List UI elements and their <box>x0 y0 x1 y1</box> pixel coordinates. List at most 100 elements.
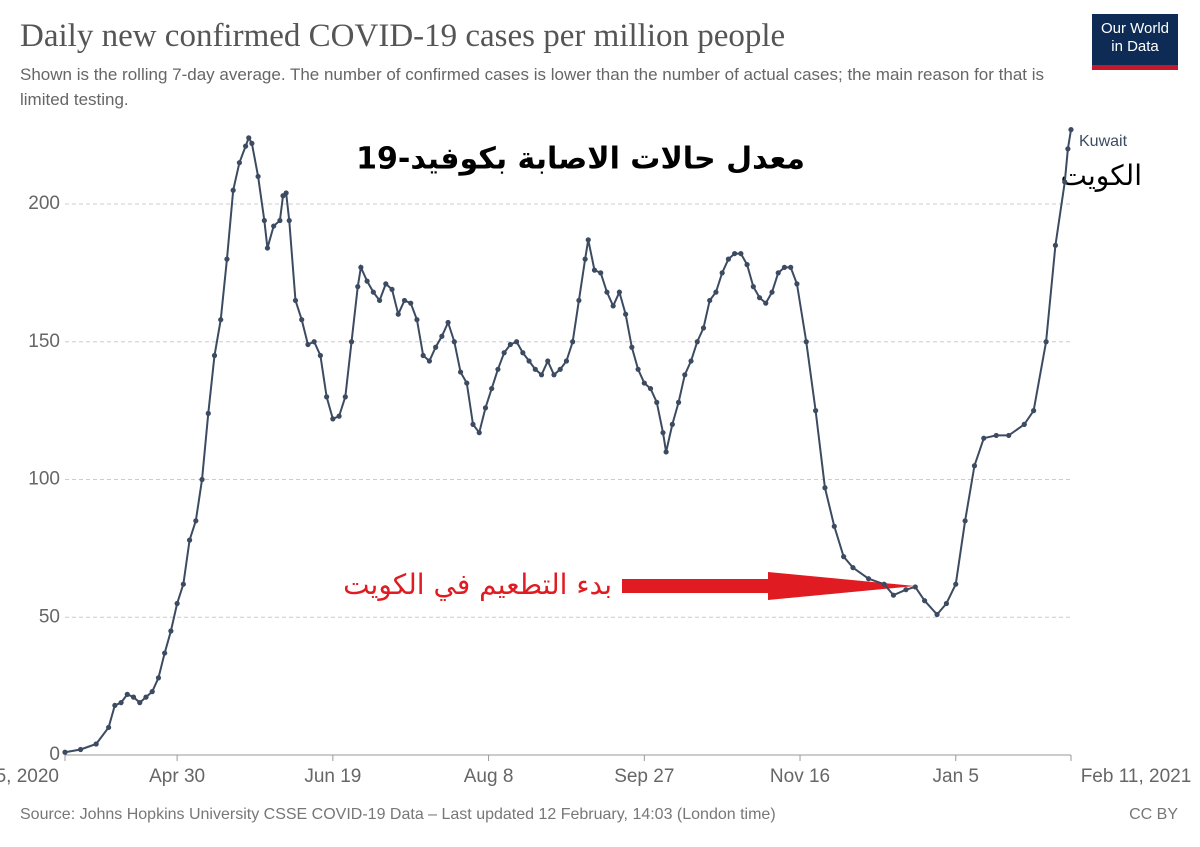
data-point <box>414 317 420 323</box>
series-line <box>64 129 1072 754</box>
x-tick-label: Mar 25, 2020 <box>0 766 59 787</box>
data-point <box>551 372 557 378</box>
data-point <box>376 297 383 304</box>
data-point <box>582 256 588 262</box>
chart-title: Daily new confirmed COVID-19 cases per m… <box>20 18 786 54</box>
data-point <box>482 405 489 411</box>
license: CC BY <box>1129 806 1178 823</box>
data-point <box>1062 179 1068 185</box>
data-point <box>822 485 828 491</box>
data-point <box>971 463 978 469</box>
data-point <box>769 289 775 295</box>
data-point <box>725 256 731 262</box>
data-point <box>389 286 395 293</box>
annotation: الكويت <box>1060 159 1142 192</box>
data-point <box>445 319 451 326</box>
data-point <box>629 344 635 350</box>
logo: Our World in Data <box>1092 14 1178 70</box>
data-point <box>788 264 794 270</box>
data-point <box>576 297 582 304</box>
data-point <box>675 399 682 405</box>
data-point <box>106 724 112 731</box>
data-point <box>311 339 317 345</box>
data-point <box>545 358 551 364</box>
data-point <box>277 217 283 224</box>
data-point <box>62 749 68 755</box>
data-point <box>305 341 311 348</box>
data-point <box>623 311 629 317</box>
data-point <box>831 523 837 529</box>
data-point <box>507 341 513 348</box>
data-point <box>616 289 622 295</box>
y-tick-label: 100 <box>28 469 60 490</box>
data-point <box>591 267 598 273</box>
data-point <box>489 385 495 392</box>
data-point <box>732 250 738 257</box>
data-point <box>563 358 570 364</box>
data-point <box>781 264 788 270</box>
data-point <box>324 394 330 400</box>
y-tick-label: 0 <box>49 744 60 765</box>
data-point <box>719 270 725 276</box>
data-point <box>1052 242 1059 248</box>
data-point <box>464 380 470 386</box>
arrow <box>622 572 915 600</box>
data-point <box>355 284 361 290</box>
data-point <box>205 410 211 416</box>
data-point <box>149 689 155 695</box>
data-point <box>211 352 218 359</box>
data-point <box>763 300 769 306</box>
data-point <box>168 628 174 634</box>
y-tick-label: 150 <box>28 331 60 352</box>
data-point <box>635 366 641 372</box>
data-point <box>514 339 520 345</box>
data-point <box>162 650 168 656</box>
data-point <box>330 416 336 422</box>
data-point <box>292 297 299 304</box>
data-point <box>682 372 688 378</box>
data-point <box>538 372 545 378</box>
data-point <box>993 432 999 439</box>
data-point <box>532 366 538 372</box>
data-point <box>264 245 271 251</box>
data-point <box>476 430 482 436</box>
data-point <box>881 581 887 587</box>
x-tick-label: Jan 5 <box>933 766 979 787</box>
annotation: معدل حالات الاصابة بكوفيد-19 <box>356 142 805 177</box>
data-point <box>224 256 230 262</box>
data-point <box>694 339 700 345</box>
data-point <box>433 344 439 350</box>
data-point <box>585 237 591 243</box>
data-point <box>922 598 928 604</box>
data-point <box>383 281 389 287</box>
data-point <box>299 317 305 323</box>
y-tick-label: 50 <box>39 606 60 627</box>
data-point <box>794 281 800 287</box>
x-tick-label: Nov 16 <box>770 766 830 787</box>
data-point <box>1031 408 1037 414</box>
data-point <box>426 358 433 364</box>
data-point <box>903 587 909 593</box>
data-point <box>1021 421 1027 427</box>
data-point <box>249 140 255 146</box>
data-point <box>604 289 610 295</box>
data-point <box>261 217 267 224</box>
data-point <box>501 350 507 356</box>
data-point <box>283 190 289 196</box>
data-point <box>610 303 616 309</box>
data-point <box>395 311 401 317</box>
data-point <box>813 408 819 414</box>
data-point <box>77 746 84 753</box>
data-point <box>912 584 918 590</box>
data-point <box>713 289 719 295</box>
data-point <box>137 700 143 706</box>
data-point <box>981 435 987 441</box>
data-point <box>342 394 348 400</box>
data-point <box>199 476 205 483</box>
data-point <box>193 518 199 524</box>
annotation: بدء التطعيم في الكويت <box>343 568 612 601</box>
data-point <box>364 278 370 284</box>
x-tick-label: Jun 19 <box>304 766 361 787</box>
data-point <box>738 250 744 257</box>
data-point <box>669 421 675 427</box>
